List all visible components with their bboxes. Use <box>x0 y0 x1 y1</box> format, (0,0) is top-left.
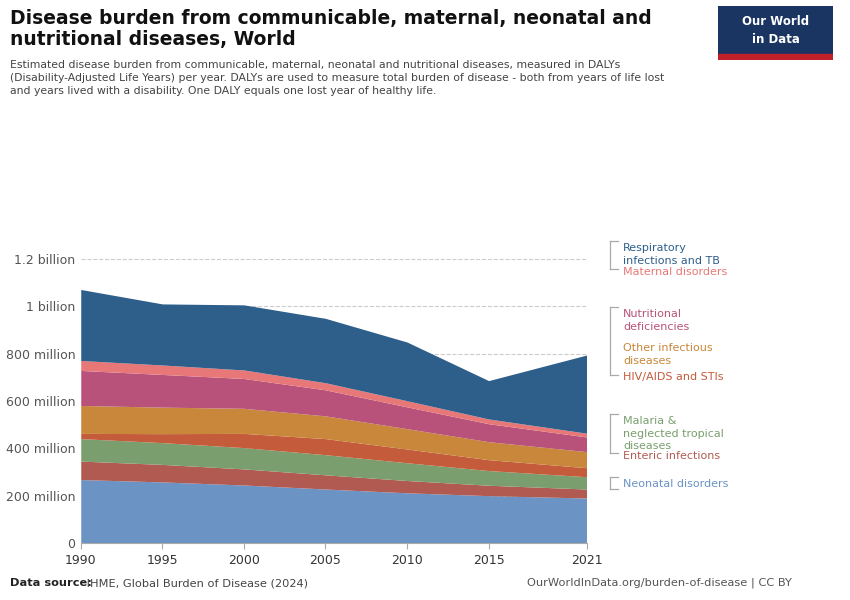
Text: Estimated disease burden from communicable, maternal, neonatal and nutritional d: Estimated disease burden from communicab… <box>10 60 665 97</box>
Text: Data source:: Data source: <box>10 578 92 588</box>
Text: OurWorldInData.org/burden-of-disease | CC BY: OurWorldInData.org/burden-of-disease | C… <box>527 577 792 588</box>
Text: Nutritional
deficiencies: Nutritional deficiencies <box>623 309 689 332</box>
Text: in Data: in Data <box>751 33 800 46</box>
Text: Neonatal disorders: Neonatal disorders <box>623 479 728 489</box>
Text: Respiratory
infections and TB: Respiratory infections and TB <box>623 243 720 266</box>
Bar <box>718 53 833 60</box>
Text: Our World: Our World <box>742 14 809 28</box>
Text: Other infectious
diseases: Other infectious diseases <box>623 343 712 366</box>
Text: Malaria &
neglected tropical
diseases: Malaria & neglected tropical diseases <box>623 416 724 451</box>
Text: Enteric infections: Enteric infections <box>623 451 720 461</box>
Text: HIV/AIDS and STIs: HIV/AIDS and STIs <box>623 372 723 382</box>
Text: Disease burden from communicable, maternal, neonatal and: Disease burden from communicable, matern… <box>10 9 652 28</box>
Text: IHME, Global Burden of Disease (2024): IHME, Global Burden of Disease (2024) <box>83 578 309 588</box>
Text: Maternal disorders: Maternal disorders <box>623 267 728 277</box>
Text: nutritional diseases, World: nutritional diseases, World <box>10 30 296 49</box>
